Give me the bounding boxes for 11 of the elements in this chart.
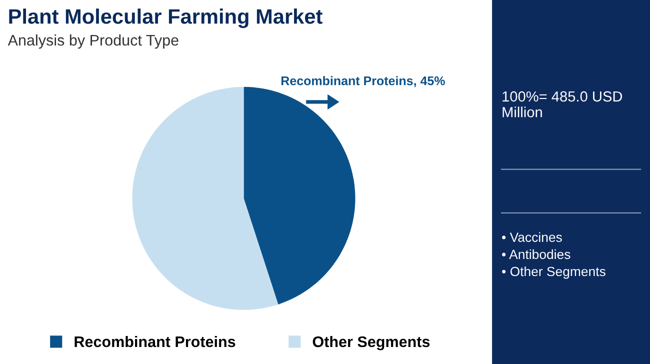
- pie-slice: [244, 86, 356, 304]
- text: • Other Segments: [502, 266, 606, 279]
- text: • Antibodies: [502, 249, 570, 260]
- legend-label: Recombinant Proteins: [74, 336, 236, 348]
- legend-label: Other Segments: [312, 336, 430, 350]
- chart-subtitle: Analysis by Product Type: [8, 34, 178, 49]
- text: 100%= 485.0 USD Million: [502, 91, 622, 118]
- chart-title: Plant Molecular Farming Market: [9, 8, 322, 28]
- pie-slice: [132, 86, 278, 310]
- text: Recombinant Proteins, 45%: [281, 76, 445, 88]
- text: • Vaccines: [502, 232, 562, 242]
